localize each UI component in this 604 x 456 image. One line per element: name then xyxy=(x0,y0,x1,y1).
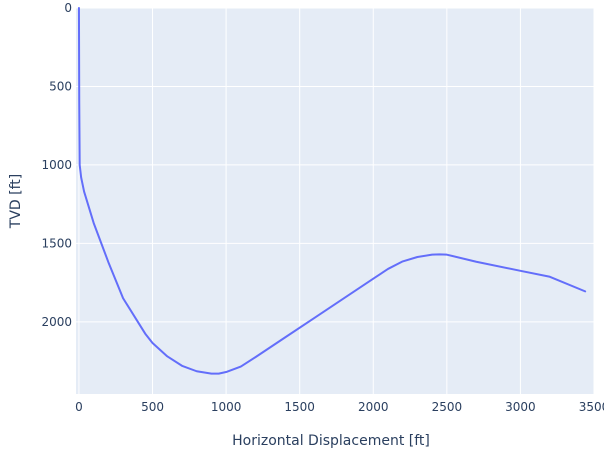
y-tick-label: 2000 xyxy=(41,315,72,329)
y-axis-title: TVD [ft] xyxy=(8,174,24,229)
y-tick-label: 0 xyxy=(64,1,72,15)
x-tick-label: 2500 xyxy=(432,400,463,414)
grid xyxy=(76,7,595,394)
x-tick-label: 1000 xyxy=(211,400,242,414)
x-axis-title: Horizontal Displacement [ft] xyxy=(232,433,430,449)
x-tick-label: 2000 xyxy=(358,400,389,414)
y-tick-label: 500 xyxy=(49,79,72,93)
y-tick-label: 1500 xyxy=(41,236,72,250)
plot-area xyxy=(76,8,594,394)
y-tick-label: 1000 xyxy=(41,158,72,172)
x-tick-label: 1500 xyxy=(284,400,315,414)
x-tick-label: 0 xyxy=(75,400,83,414)
x-tick-label: 3000 xyxy=(505,400,536,414)
trajectory-line xyxy=(77,7,587,375)
x-tick-label: 500 xyxy=(141,400,164,414)
